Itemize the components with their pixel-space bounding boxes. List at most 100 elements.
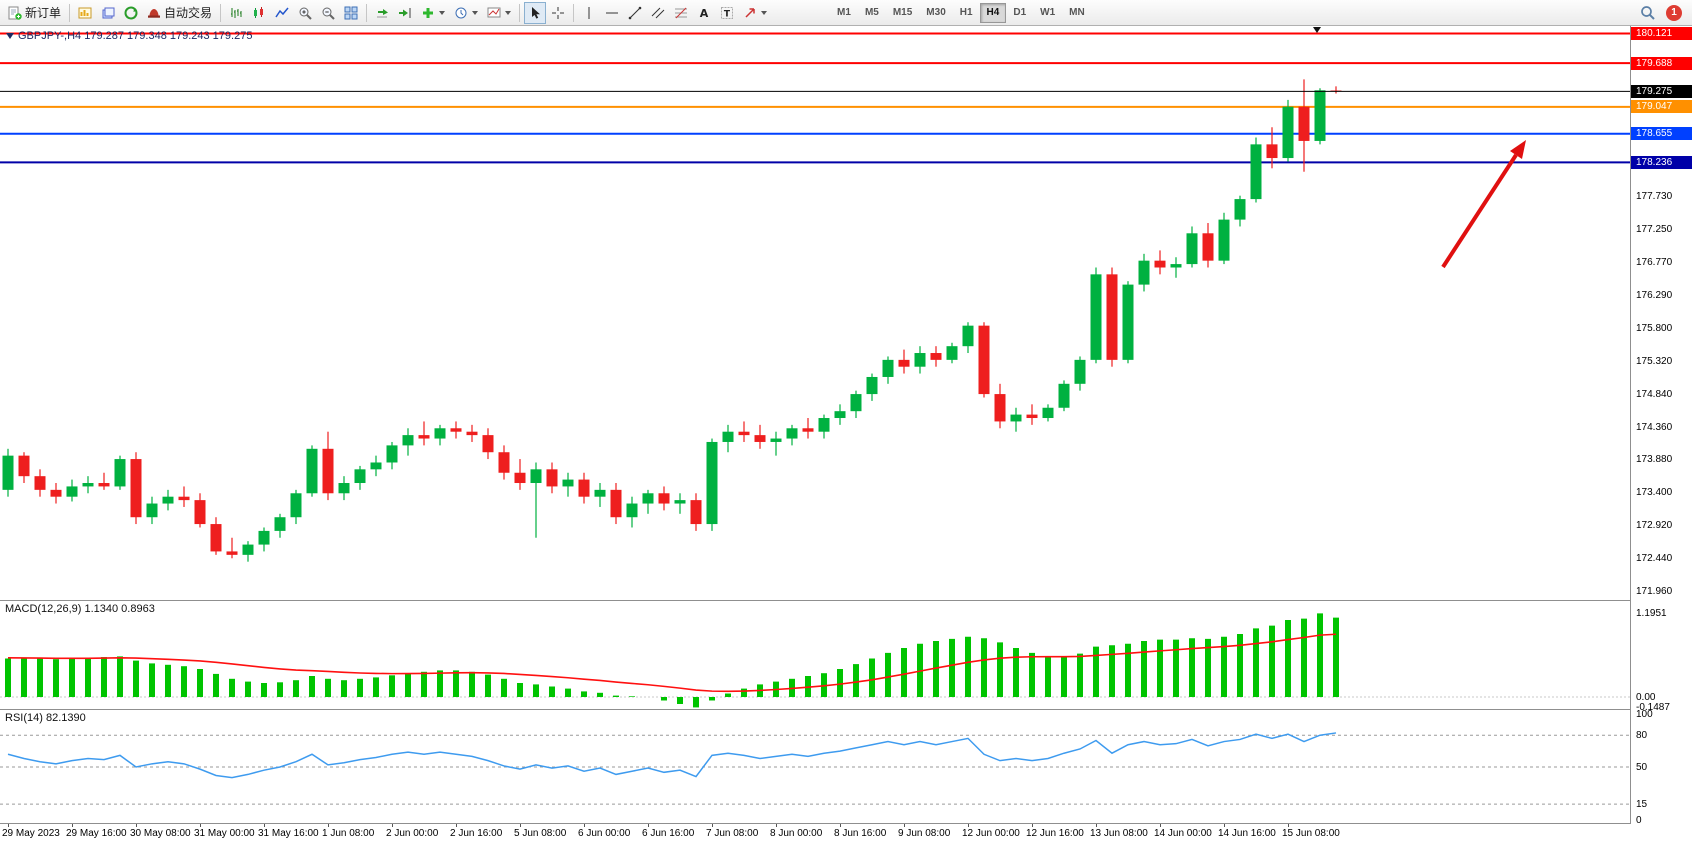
candle-bull (706, 441, 718, 525)
candle-bull (626, 503, 638, 518)
time-tick (648, 824, 649, 827)
time-tick (840, 824, 841, 827)
line-chart-button[interactable] (271, 2, 293, 24)
price-tick-label: 177.250 (1636, 223, 1673, 235)
equidistant-channel-button[interactable] (647, 2, 669, 24)
horizontal-line-button[interactable] (601, 2, 623, 24)
candle-bear (418, 435, 430, 439)
time-tick (1288, 824, 1289, 827)
candlestick-chart[interactable] (0, 26, 1630, 600)
search-button[interactable] (1636, 2, 1659, 24)
svg-text:A: A (700, 7, 709, 20)
time-tick (520, 824, 521, 827)
time-tick (1096, 824, 1097, 827)
timeframe-button-d1[interactable]: D1 (1006, 3, 1033, 23)
text-tool-button[interactable]: A (693, 2, 715, 24)
fibonacci-button[interactable] (670, 2, 692, 24)
time-tick (968, 824, 969, 827)
candle-bear (34, 476, 46, 490)
panel-separator[interactable] (0, 600, 1692, 601)
candle-bull (866, 376, 878, 395)
zoom-out-icon (322, 7, 335, 20)
bar-chart-button[interactable] (225, 2, 247, 24)
zoom-out-button[interactable] (317, 2, 339, 24)
candle-bear (994, 394, 1006, 422)
candle-bear (1106, 274, 1118, 360)
candle-bull (1170, 264, 1182, 268)
candlestick-chart-button[interactable] (248, 2, 270, 24)
cursor-button[interactable] (524, 1, 547, 24)
price-tick-label: 176.770 (1636, 256, 1673, 268)
auto-scroll-button[interactable] (371, 2, 393, 24)
timeframe-button-h4[interactable]: H4 (979, 2, 1007, 23)
chart-shift-button[interactable] (394, 2, 416, 24)
price-tick-label: 175.320 (1636, 355, 1673, 367)
crosshair-button[interactable] (547, 2, 569, 24)
tile-windows-button[interactable] (340, 2, 362, 24)
candle-bull (674, 500, 686, 504)
macd-label: MACD(12,26,9) 1.1340 0.8963 (5, 603, 155, 615)
chart-window: GBPJPY-,H4 179.287 179.348 179.243 179.2… (0, 26, 1692, 841)
timeframe-button-mn[interactable]: MN (1062, 3, 1092, 23)
auto-trading-button[interactable]: 自动交易 (143, 2, 216, 24)
label-tool-button[interactable]: T (716, 2, 738, 24)
time-label: 5 Jun 08:00 (514, 828, 567, 839)
macd-indicator[interactable] (0, 601, 1630, 709)
chevron-down-icon (472, 10, 479, 15)
time-tick (392, 824, 393, 827)
candle-bear (194, 500, 206, 525)
symbol-ohlc-text: GBPJPY-,H4 179.287 179.348 179.243 179.2… (18, 30, 253, 42)
notification-badge[interactable]: 1 (1666, 4, 1682, 21)
timeframe-button-m30[interactable]: M30 (919, 3, 952, 23)
annotation-arrow[interactable] (1441, 153, 1518, 269)
chevron-down-icon (439, 10, 446, 15)
rsi-scale-label: 50 (1636, 762, 1648, 773)
candle-bull (1234, 199, 1246, 220)
vertical-line-button[interactable] (578, 2, 600, 24)
candle-bull (962, 325, 974, 347)
main-chart-plot[interactable]: GBPJPY-,H4 179.287 179.348 179.243 179.2… (0, 26, 1630, 600)
timeframe-button-m5[interactable]: M5 (858, 3, 886, 23)
price-scale[interactable]: 177.730 177.250 176.770 176.290 175.800 175.3… (1630, 26, 1692, 826)
market-watch-button[interactable] (120, 2, 142, 24)
price-tick-label: 172.920 (1636, 520, 1673, 532)
toolbar-separator (519, 3, 521, 22)
indicators-button[interactable] (417, 2, 449, 24)
candle-bull (258, 530, 270, 545)
profiles-button[interactable] (97, 2, 119, 24)
arrows-tool-button[interactable] (739, 2, 771, 24)
new-chart-button[interactable] (74, 2, 96, 24)
candle-bull (834, 411, 846, 419)
new-order-button[interactable]: 新订单 (4, 2, 65, 24)
time-tick (136, 824, 137, 827)
candle-bull (434, 428, 446, 439)
zoom-in-icon (299, 7, 312, 20)
timeframe-button-h1[interactable]: H1 (953, 3, 980, 23)
price-badge-180.121: 180.121 (1631, 26, 1692, 40)
annotation-arrow-head[interactable] (1510, 140, 1526, 159)
candle-bear (1266, 144, 1278, 159)
time-label: 8 Jun 16:00 (834, 828, 887, 839)
panel-separator[interactable] (0, 709, 1692, 710)
timeframe-button-w1[interactable]: W1 (1033, 3, 1062, 23)
price-tick-label: 176.290 (1636, 289, 1673, 301)
timeframe-button-m1[interactable]: M1 (830, 3, 858, 23)
symbol-marker-icon (6, 33, 14, 39)
periods-button[interactable] (450, 2, 482, 24)
trendline-button[interactable] (624, 2, 646, 24)
candle-bull (1138, 260, 1150, 285)
zoom-in-button[interactable] (294, 2, 316, 24)
time-tick (328, 824, 329, 827)
chart-marker-icon[interactable] (1313, 27, 1321, 33)
templates-button[interactable] (483, 2, 515, 24)
time-tick (1224, 824, 1225, 827)
timeframe-button-m15[interactable]: M15 (886, 3, 919, 23)
symbol-ohlc-label: GBPJPY-,H4 179.287 179.348 179.243 179.2… (6, 30, 252, 42)
toolbar-separator (366, 3, 368, 22)
candle-bull (722, 431, 734, 442)
rsi-indicator[interactable] (0, 710, 1630, 824)
cursor-icon (532, 6, 541, 19)
time-axis[interactable]: 29 May 2023 29 May 16:00 30 May 08:00 31 Ma… (0, 824, 1692, 841)
candle-bear (978, 325, 990, 395)
candle-bull (1186, 233, 1198, 265)
